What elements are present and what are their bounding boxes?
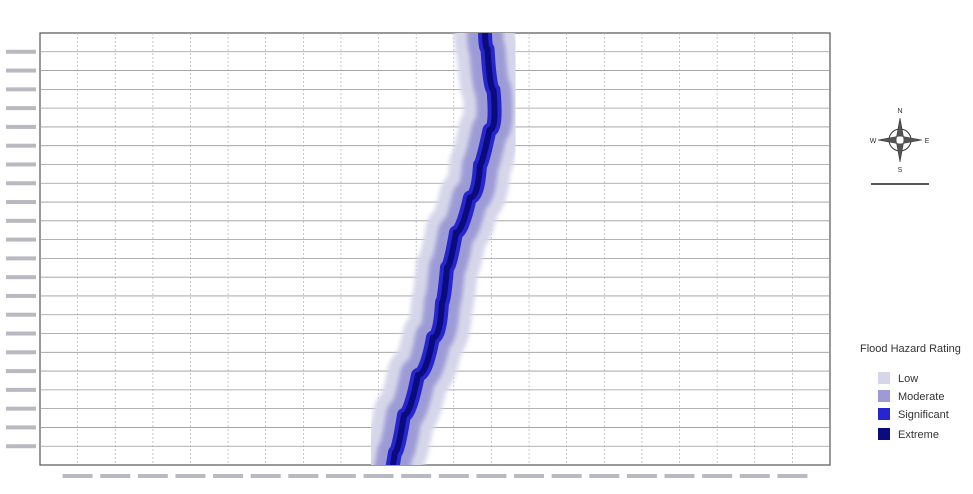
tick-label-blur: [6, 106, 36, 111]
flood-extent: [361, 33, 526, 465]
tick-label-blur: [664, 474, 695, 478]
compass-label: S: [898, 167, 903, 174]
tick-label-blur: [6, 350, 36, 355]
tick-label-blur: [250, 474, 281, 478]
flood-zone: [389, 33, 498, 465]
tick-label-blur: [777, 474, 808, 478]
tick-label-blur: [6, 143, 36, 148]
tick-label-blur: [6, 293, 36, 298]
tick-label-blur: [6, 425, 36, 430]
tick-label-blur: [6, 256, 36, 261]
tick-label-blur: [6, 406, 36, 411]
tick-label-blur: [325, 474, 356, 478]
tick-label-blur: [6, 124, 36, 129]
tick-label-blur: [6, 218, 36, 223]
tick-label-blur: [6, 331, 36, 336]
tick-label-blur: [6, 275, 36, 280]
legend-label: Low: [898, 373, 918, 385]
tick-label-blur: [137, 474, 168, 478]
tick-label-blur: [6, 181, 36, 186]
tick-label-blur: [6, 87, 36, 92]
legend-label: Extreme: [898, 429, 939, 441]
tick-label-blur: [438, 474, 469, 478]
legend: Low Moderate Significant Extreme: [878, 372, 949, 441]
tick-label-blur: [551, 474, 582, 478]
tick-label-blur: [6, 312, 36, 317]
tick-label-blur: [589, 474, 620, 478]
tick-label-blur: [213, 474, 244, 478]
tick-label-blur: [476, 474, 507, 478]
compass-label: W: [870, 138, 877, 145]
tick-label-blur: [6, 444, 36, 449]
tick-label-blur: [739, 474, 770, 478]
legend-label: Moderate: [898, 391, 944, 403]
tick-label-blur: [401, 474, 432, 478]
tick-label-blur: [514, 474, 545, 478]
compass-label: N: [897, 108, 902, 115]
legend-swatch: [878, 390, 890, 402]
tick-label-blur: [626, 474, 657, 478]
compass-rose: [877, 117, 923, 163]
tick-label-blur: [6, 162, 36, 167]
tick-label-blur: [6, 369, 36, 374]
legend-swatch: [878, 372, 890, 384]
tick-label-blur: [6, 200, 36, 205]
tick-label-blur: [100, 474, 131, 478]
tick-label-blur: [6, 49, 36, 54]
tick-label-blur: [6, 387, 36, 392]
legend-swatch: [878, 408, 890, 420]
tick-label-blur: [6, 237, 36, 242]
tick-label-blur: [175, 474, 206, 478]
tick-label-blur: [62, 474, 93, 478]
tick-label-blur: [288, 474, 319, 478]
axis-ticks: [6, 49, 808, 478]
legend-swatch: [878, 428, 890, 440]
tick-label-blur: [702, 474, 733, 478]
legend-label: Significant: [898, 409, 949, 421]
compass-label: E: [925, 138, 930, 145]
tick-label-blur: [363, 474, 394, 478]
legend-title: Flood Hazard Rating: [860, 343, 961, 355]
compass: N S E W: [870, 108, 930, 185]
tick-label-blur: [6, 68, 36, 73]
